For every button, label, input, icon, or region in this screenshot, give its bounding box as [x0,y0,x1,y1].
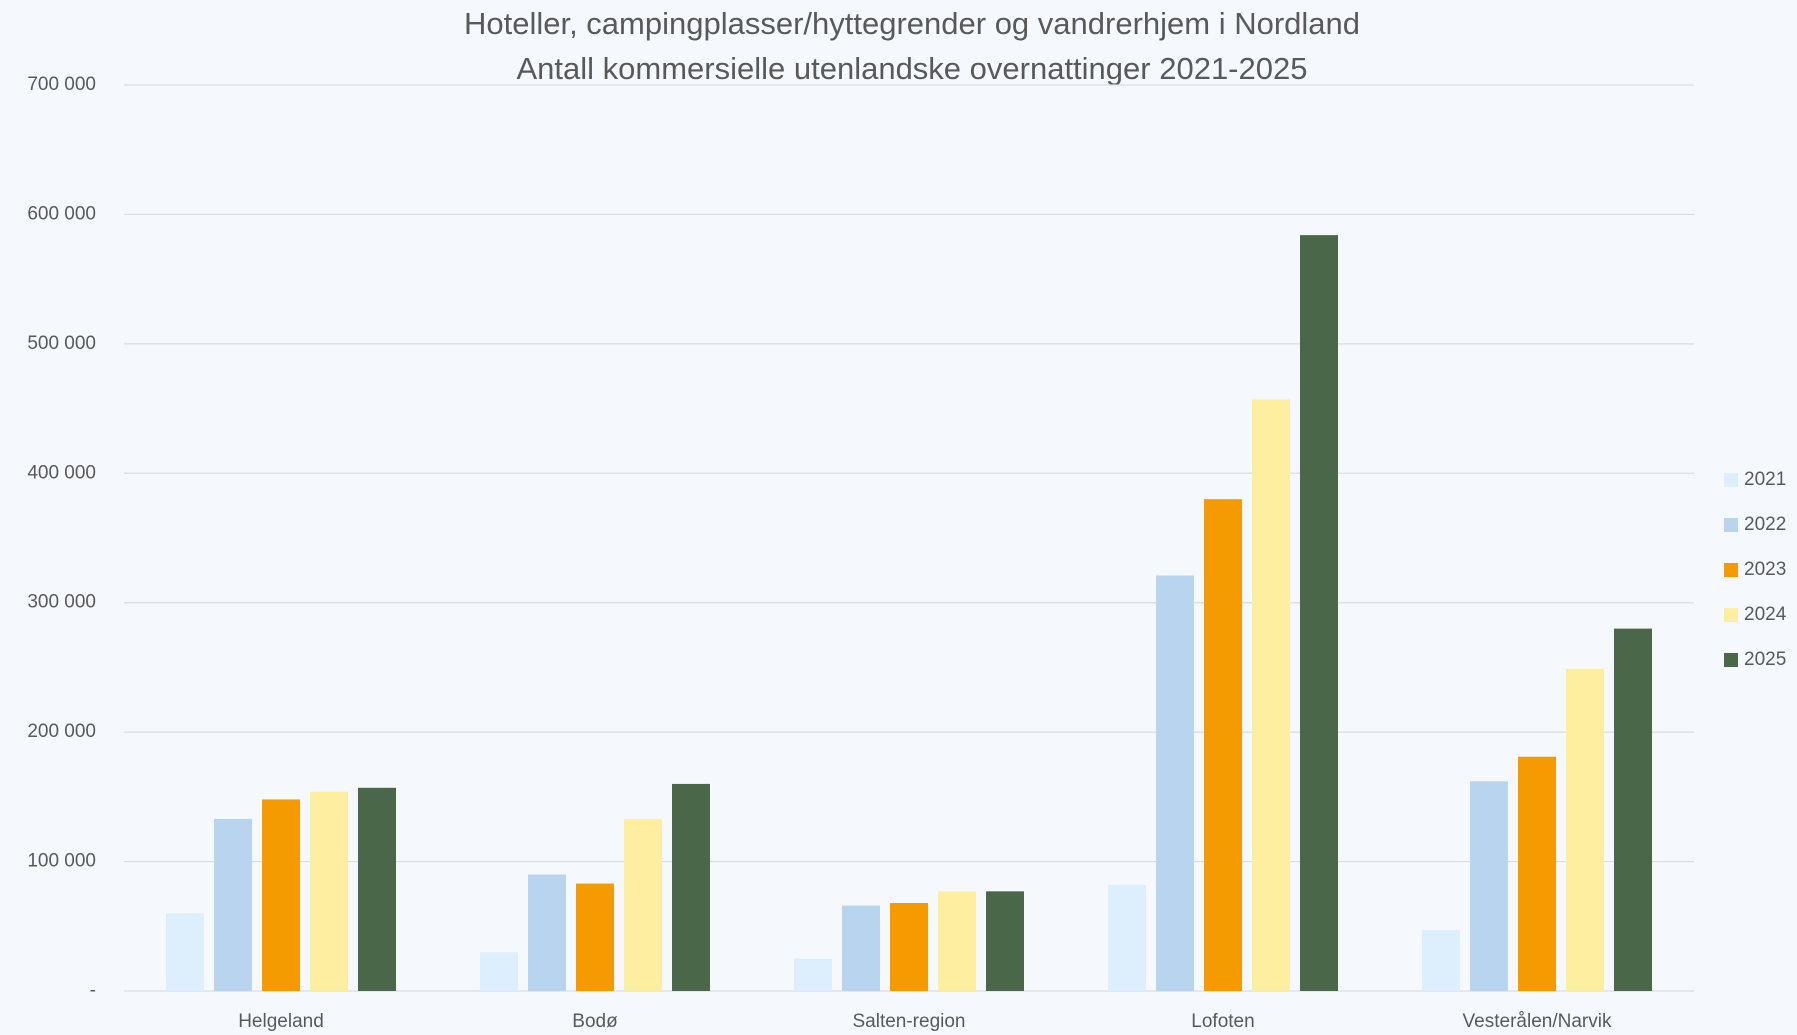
x-tick-label: Helgeland [238,1011,324,1032]
bar [576,883,614,991]
bar [1614,628,1652,991]
bar [624,818,662,991]
bar [842,905,880,991]
bar [1422,930,1460,991]
legend-swatch [1724,473,1738,487]
x-tick-label: Vesterålen/Narvik [1463,1011,1612,1032]
legend-label: 2023 [1744,559,1786,580]
legend-label: 2025 [1744,649,1786,670]
bar [1108,884,1146,991]
y-tick-label: 200 000 [27,721,96,742]
y-tick-label: 400 000 [27,462,96,483]
bar [166,913,204,991]
x-tick-label: Salten-region [852,1011,965,1032]
legend-swatch [1724,563,1738,577]
y-tick-label: 700 000 [27,74,96,95]
bar [528,874,566,991]
bar [480,952,518,991]
legend-swatch [1724,653,1738,667]
bar [1518,756,1556,991]
bar [310,791,348,991]
y-tick-label: 600 000 [27,203,96,224]
bar [262,799,300,991]
bar [1156,575,1194,991]
legend-label: 2022 [1744,514,1786,535]
legend-swatch [1724,518,1738,532]
bar [986,891,1024,991]
bar [1300,235,1338,991]
legend-label: 2024 [1744,604,1787,625]
bar [358,787,396,991]
bar [1566,668,1604,991]
y-tick-label: 300 000 [27,592,96,613]
bar [938,891,976,991]
y-tick-label: - [90,980,96,1001]
bar [1204,499,1242,991]
bar [672,783,710,991]
chart-subtitle: Antall kommersielle utenlandske overnatt… [517,51,1308,86]
legend-label: 2021 [1744,469,1786,490]
bar [214,818,252,991]
bar [1470,781,1508,991]
x-tick-label: Lofoten [1191,1011,1254,1032]
y-tick-label: 500 000 [27,333,96,354]
chart-title: Hoteller, campingplasser/hyttegrender og… [464,6,1360,41]
x-tick-label: Bodø [572,1011,618,1032]
bar [1252,399,1290,991]
bar [890,902,928,991]
bar [794,958,832,991]
legend-swatch [1724,608,1738,622]
y-tick-label: 100 000 [27,851,96,872]
